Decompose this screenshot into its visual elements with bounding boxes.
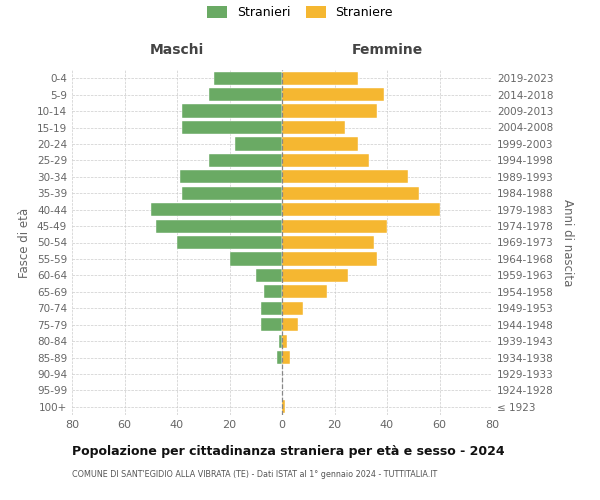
Bar — [282, 236, 374, 249]
Bar — [282, 252, 377, 266]
Bar — [282, 104, 377, 118]
Bar — [209, 154, 282, 167]
Bar — [282, 72, 358, 85]
Bar — [282, 170, 408, 183]
Bar — [261, 302, 282, 315]
Bar — [282, 302, 303, 315]
Bar — [282, 400, 284, 413]
Text: Popolazione per cittadinanza straniera per età e sesso - 2024: Popolazione per cittadinanza straniera p… — [72, 445, 505, 458]
Bar — [177, 236, 282, 249]
Bar — [282, 220, 387, 232]
Bar — [182, 121, 282, 134]
Bar — [261, 318, 282, 331]
Legend: Stranieri, Straniere: Stranieri, Straniere — [202, 1, 398, 24]
Bar — [229, 252, 282, 266]
Bar — [277, 351, 282, 364]
Bar — [282, 351, 290, 364]
Bar — [151, 203, 282, 216]
Bar — [179, 170, 282, 183]
Bar — [282, 138, 358, 150]
Bar — [209, 88, 282, 101]
Bar — [263, 285, 282, 298]
Bar — [182, 104, 282, 118]
Bar — [282, 88, 385, 101]
Bar — [282, 285, 326, 298]
Bar — [280, 334, 282, 347]
Bar — [282, 334, 287, 347]
Bar — [282, 318, 298, 331]
Bar — [282, 203, 439, 216]
Bar — [282, 269, 347, 282]
Bar — [256, 269, 282, 282]
Text: Maschi: Maschi — [150, 44, 204, 58]
Bar — [282, 121, 345, 134]
Bar — [282, 186, 419, 200]
Text: COMUNE DI SANT'EGIDIO ALLA VIBRATA (TE) - Dati ISTAT al 1° gennaio 2024 - TUTTIT: COMUNE DI SANT'EGIDIO ALLA VIBRATA (TE) … — [72, 470, 437, 479]
Y-axis label: Anni di nascita: Anni di nascita — [560, 199, 574, 286]
Bar — [182, 186, 282, 200]
Text: Femmine: Femmine — [352, 44, 422, 58]
Y-axis label: Fasce di età: Fasce di età — [19, 208, 31, 278]
Bar — [214, 72, 282, 85]
Bar — [235, 138, 282, 150]
Bar — [156, 220, 282, 232]
Bar — [282, 154, 368, 167]
